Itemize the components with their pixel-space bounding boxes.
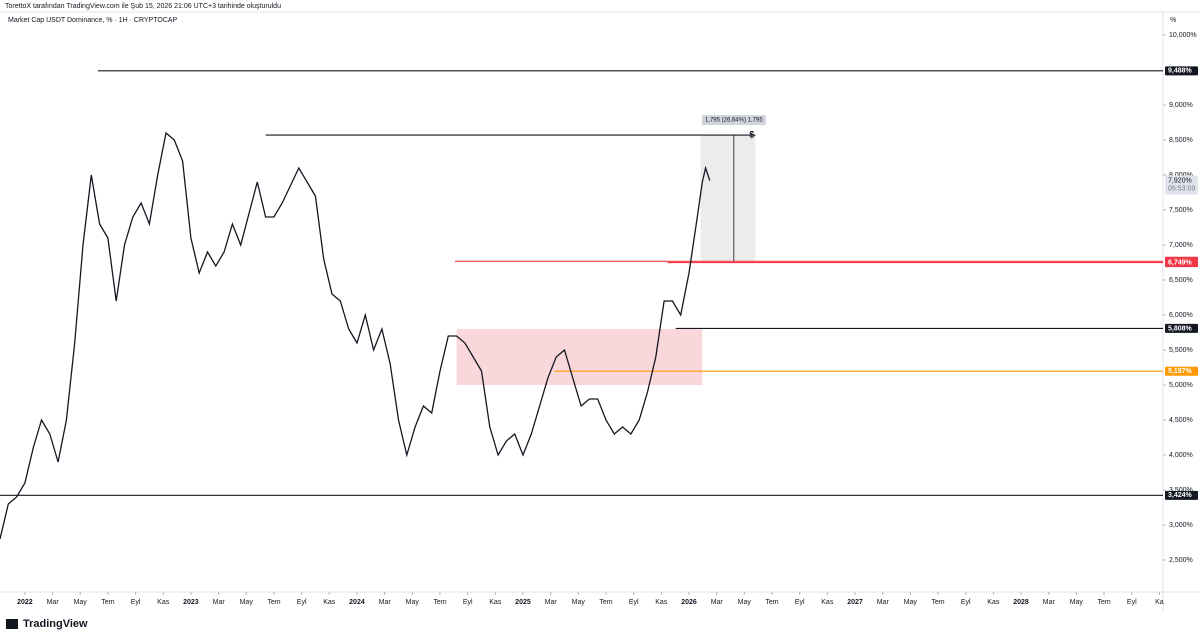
footer-logo: TradingView [6,618,88,630]
x-tick-label: 2025 [515,599,531,606]
x-tick-label: Tem [599,599,612,606]
zone [700,135,756,262]
x-tick-label: Eyl [297,599,307,606]
x-tick-label: Kas [655,599,668,606]
axis-unit: % [1170,17,1176,24]
x-tick-label: Ka [1155,599,1164,606]
level-label-box [1165,366,1198,376]
x-tick-label: Tem [433,599,446,606]
last-price-label: 7,920% [1168,177,1192,184]
y-tick-label: 9,000% [1169,102,1193,109]
x-tick-label: May [738,599,752,606]
level-label-box [1165,490,1198,500]
y-tick-label: 3,500% [1169,487,1193,494]
measure-marker: $ [749,129,754,139]
x-tick-label: Tem [267,599,280,606]
x-tick-label: May [1070,599,1084,606]
x-tick-label: Mar [379,599,392,606]
x-tick-label: 2022 [17,599,33,606]
x-tick-label: May [240,599,254,606]
x-tick-label: May [406,599,420,606]
x-tick-label: Kas [323,599,336,606]
y-tick-label: 8,000% [1169,172,1193,179]
y-tick-label: 4,500% [1169,417,1193,424]
x-tick-label: Tem [765,599,778,606]
x-tick-label: 2026 [681,599,697,606]
x-tick-label: Mar [213,599,226,606]
x-tick-label: May [74,599,88,606]
x-tick-label: Mar [877,599,890,606]
y-tick-label: 2,500% [1169,557,1193,564]
measure-label-box [701,115,766,126]
y-tick-label: 8,500% [1169,137,1193,144]
level-label: 5,808% [1168,325,1193,332]
y-tick-label: 7,000% [1169,242,1193,249]
y-tick-label: 5,500% [1169,347,1193,354]
x-tick-label: 2027 [847,599,863,606]
x-tick-label: Eyl [131,599,141,606]
x-tick-label: Kas [821,599,834,606]
x-tick-label: Mar [711,599,724,606]
x-tick-label: Mar [1043,599,1056,606]
logo-mark [6,619,18,629]
x-tick-label: 2028 [1013,599,1029,606]
author-line: TorettoX tarafından TradingView.com ile … [5,3,281,10]
zone [456,328,703,385]
x-tick-label: Mar [545,599,558,606]
y-tick-label: 10,000% [1169,32,1197,39]
measure-label: 1,795 (26,64%) 1.795 [705,118,763,124]
y-tick-label: 6,500% [1169,277,1193,284]
level-label: 6,749% [1168,259,1193,266]
level-label: 9,488% [1168,68,1193,75]
x-tick-label: May [572,599,586,606]
x-tick-label: Eyl [629,599,639,606]
x-tick-label: Eyl [1127,599,1137,606]
level-label-box [1165,323,1198,333]
level-label: 3,424% [1168,492,1193,499]
level-label-box [1165,66,1198,76]
x-tick-label: Eyl [961,599,971,606]
countdown: 05:53:09 [1168,185,1195,192]
brand: TradingView [23,618,88,630]
x-tick-label: Tem [101,599,114,606]
y-tick-label: 4,000% [1169,452,1193,459]
y-tick-label: 6,000% [1169,312,1193,319]
chart-title: Market Cap USDT Dominance, % · 1H · CRYP… [8,17,178,24]
x-tick-label: Eyl [795,599,805,606]
level-label-box [1165,258,1198,268]
y-tick-label: 5,000% [1169,382,1193,389]
x-tick-label: Kas [987,599,1000,606]
x-tick-label: 2023 [183,599,199,606]
x-tick-label: 2024 [349,599,365,606]
y-tick-label: 3,000% [1169,522,1193,529]
price-line [0,131,711,540]
last-price-box [1165,175,1198,195]
x-tick-label: Mar [47,599,60,606]
level-label: 5,197% [1168,368,1193,375]
x-tick-label: Tem [931,599,944,606]
x-tick-label: Kas [489,599,502,606]
x-tick-label: Tem [1097,599,1110,606]
y-tick-label: 7,500% [1169,207,1193,214]
x-tick-label: Eyl [463,599,473,606]
x-tick-label: Kas [157,599,170,606]
x-tick-label: May [904,599,918,606]
